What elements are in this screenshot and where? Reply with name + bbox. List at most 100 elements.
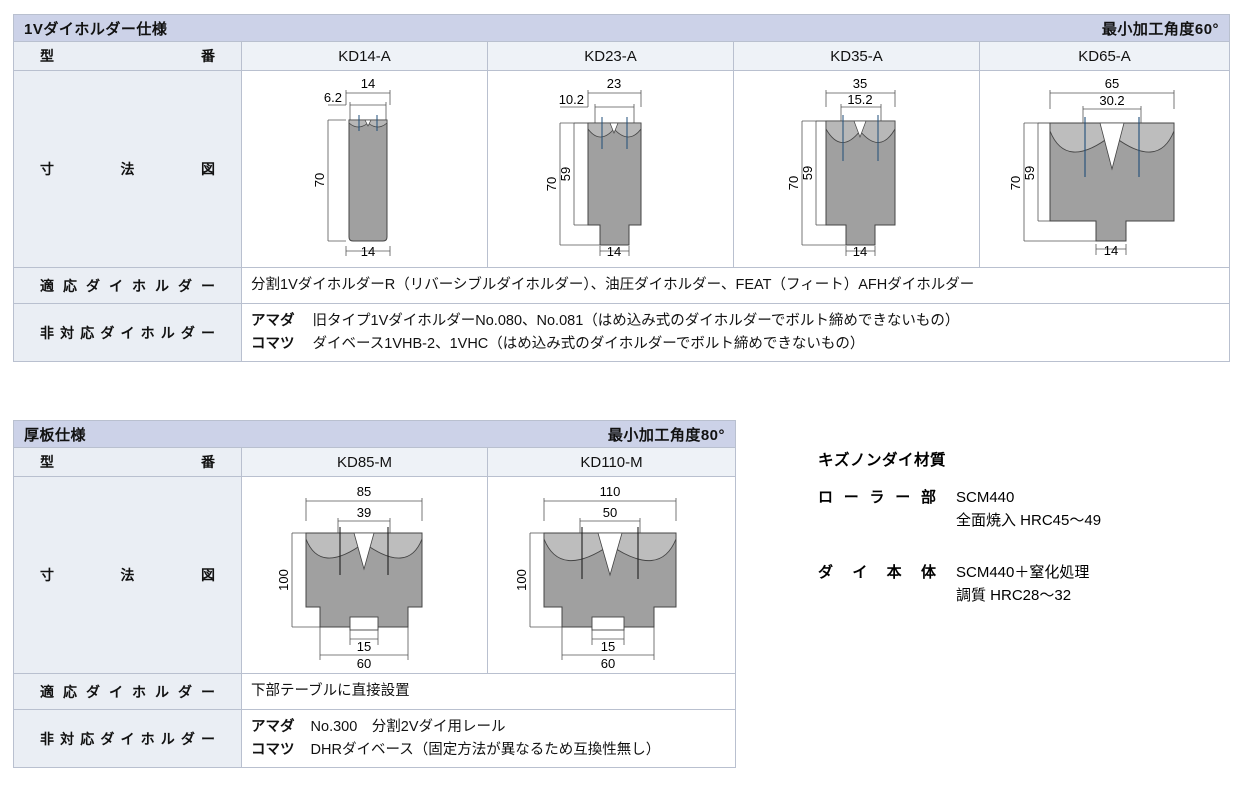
material-values: SCM440＋窒化処理 調質 HRC28〜32 — [956, 561, 1089, 608]
dim-height-kd35a: 70 — [786, 176, 801, 190]
material-value-line: SCM440 — [956, 489, 1015, 506]
row-label-model: 型番 — [13, 41, 242, 71]
table-row: 非対応ダイホルダー アマダ No.300 分割2Vダイ用レール コマツ DHRダ… — [13, 709, 736, 768]
table-row: 1Vダイホルダー仕様 最小加工角度60° — [12, 14, 1231, 42]
table2-min-angle: 最小加工角度80° — [607, 426, 725, 444]
drawing-kd14a: 14 6.2 70 14 — [241, 70, 488, 268]
drawing-kd65a: 65 30.2 70 59 14 — [978, 70, 1231, 268]
incompatible-line: アマダ 旧タイプ1VダイホルダーNo.080、No.081（はめ込み式のダイホル… — [251, 310, 1229, 332]
drawing-svg-kd35a: 35 15.2 70 59 14 — [786, 76, 895, 259]
brand-name: コマツ — [251, 741, 295, 758]
dim-groove-kd65a: 30.2 — [1099, 93, 1124, 108]
incompatible-detail: ダイベース1VHB-2、1VHC（はめ込み式のダイホルダーでボルト締めできないも… — [312, 335, 865, 352]
model-header-kd110m: KD110-M — [487, 447, 736, 477]
material-key: ダイ本体 — [818, 563, 936, 581]
table-row: 寸法図 — [13, 476, 736, 674]
dim-base-kd85m: 60 — [356, 656, 370, 671]
table-row: 厚板仕様 最小加工角度80° — [13, 420, 736, 448]
table-row: 型番 KD85-M KD110-M — [13, 447, 736, 477]
dim-height-kd14a: 70 — [312, 173, 327, 187]
brand-name: アマダ — [251, 719, 295, 736]
material-value-line: 調質 HRC28〜32 — [956, 586, 1072, 604]
dim-slot-kd85m: 15 — [356, 639, 370, 654]
compatible-holders-text-2: 下部テーブルに直接設置 — [241, 673, 736, 710]
incompatible-detail: No.300 分割2Vダイ用レール — [310, 719, 506, 736]
incompatible-detail: DHRダイベース（固定方法が異なるため互換性無し） — [310, 741, 661, 758]
compatible-holders-text-1: 分割1VダイホルダーR（リバーシブルダイホルダー）、油圧ダイホルダー、FEAT（… — [240, 267, 1231, 304]
drawing-svg-kd23a: 23 10.2 70 59 14 — [544, 76, 641, 259]
dim-body-height-kd65a: 59 — [1022, 166, 1037, 180]
table1-title-bar: 1Vダイホルダー仕様 最小加工角度60° — [12, 14, 1231, 42]
material-spec-block: キズノンダイ材質 ローラー部 SCM440 全面焼入 HRC45〜49 ダイ本体… — [818, 448, 1218, 613]
material-key: ローラー部 — [818, 489, 936, 506]
drawing-kd23a: 23 10.2 70 59 14 — [487, 70, 734, 268]
incompatible-line: コマツ DHRダイベース（固定方法が異なるため互換性無し） — [251, 739, 735, 761]
table-row: 寸法図 — [13, 70, 1231, 268]
dim-width-kd14a: 14 — [360, 76, 374, 91]
incompatible-detail: 旧タイプ1VダイホルダーNo.080、No.081（はめ込み式のダイホルダーでボ… — [312, 313, 960, 330]
material-value-line: 全面焼入 HRC45〜49 — [956, 512, 1102, 530]
table-row: 非対応ダイホルダー アマダ 旧タイプ1VダイホルダーNo.080、No.081（… — [13, 303, 1231, 362]
dim-body-height-kd35a: 59 — [800, 166, 815, 180]
table-row: 型番 KD14-A KD23-A KD35-A KD65-A — [13, 41, 1231, 71]
material-value-line: SCM440＋窒化処理 — [956, 563, 1090, 581]
material-row-die-body: ダイ本体 SCM440＋窒化処理 調質 HRC28〜32 — [818, 561, 1218, 608]
dim-base-kd14a: 14 — [360, 244, 374, 259]
row-label-drawing: 寸法図 — [13, 70, 242, 268]
dim-body-height-kd23a: 59 — [558, 167, 573, 181]
dim-groove-kd35a: 15.2 — [847, 92, 872, 107]
dim-groove-kd14a: 6.2 — [323, 90, 341, 105]
dim-height-kd65a: 70 — [1008, 176, 1023, 190]
dim-width-kd65a: 65 — [1104, 76, 1118, 91]
table2-title-bar: 厚板仕様 最小加工角度80° — [13, 420, 736, 448]
incompatible-line: アマダ No.300 分割2Vダイ用レール — [251, 716, 735, 738]
model-header-kd85m: KD85-M — [241, 447, 488, 477]
material-spacer — [818, 539, 1218, 561]
model-header-kd23a: KD23-A — [487, 41, 734, 71]
table1-min-angle: 最小加工角度60° — [1101, 20, 1220, 38]
dim-height-kd23a: 70 — [544, 177, 559, 191]
dim-base-kd65a: 14 — [1103, 243, 1117, 258]
table-row: 適応ダイホルダー 分割1VダイホルダーR（リバーシブルダイホルダー）、油圧ダイホ… — [13, 267, 1231, 304]
dim-groove-kd23a: 10.2 — [558, 92, 583, 107]
dim-groove-kd85m: 39 — [356, 505, 370, 520]
dim-width-kd110m: 110 — [599, 484, 620, 499]
drawing-svg-kd65a: 65 30.2 70 59 14 — [1008, 76, 1175, 258]
dim-base-kd35a: 14 — [852, 244, 866, 259]
incompatible-line: コマツ ダイベース1VHB-2、1VHC（はめ込み式のダイホルダーでボルト締めで… — [251, 333, 1229, 355]
material-values: SCM440 全面焼入 HRC45〜49 — [956, 486, 1101, 533]
row-label-model: 型番 — [13, 447, 242, 477]
table-1v-die-holder-spec: 1Vダイホルダー仕様 最小加工角度60° 型番 KD14-A KD23-A KD… — [12, 14, 1231, 362]
dim-base-kd110m: 60 — [600, 656, 614, 671]
brand-name: コマツ — [251, 335, 295, 352]
model-header-kd14a: KD14-A — [241, 41, 488, 71]
incompatible-holders-2: アマダ No.300 分割2Vダイ用レール コマツ DHRダイベース（固定方法が… — [241, 709, 736, 768]
material-row-roller: ローラー部 SCM440 全面焼入 HRC45〜49 — [818, 486, 1218, 533]
dim-width-kd85m: 85 — [356, 484, 370, 499]
table1-title: 1Vダイホルダー仕様 — [24, 20, 168, 38]
drawing-kd35a: 35 15.2 70 59 14 — [733, 70, 980, 268]
dim-slot-kd110m: 15 — [600, 639, 614, 654]
model-header-kd65a: KD65-A — [978, 41, 1231, 71]
dim-height-kd110m: 100 — [514, 569, 529, 591]
model-header-kd35a: KD35-A — [733, 41, 980, 71]
row-label-drawing: 寸法図 — [13, 476, 242, 674]
dim-width-kd35a: 35 — [852, 76, 866, 91]
drawing-kd85m: 85 39 100 15 60 — [241, 476, 488, 674]
row-label-compatible: 適応ダイホルダー — [13, 267, 242, 304]
incompatible-holders-1: アマダ 旧タイプ1VダイホルダーNo.080、No.081（はめ込み式のダイホル… — [240, 303, 1231, 362]
row-label-incompatible: 非対応ダイホルダー — [13, 709, 242, 768]
row-label-incompatible: 非対応ダイホルダー — [13, 303, 242, 362]
dim-base-kd23a: 14 — [606, 244, 620, 259]
material-title: キズノンダイ材質 — [818, 452, 947, 469]
dim-height-kd85m: 100 — [276, 569, 291, 591]
drawing-svg-kd14a: 14 6.2 70 14 — [312, 76, 390, 259]
row-label-compatible: 適応ダイホルダー — [13, 673, 242, 710]
dim-width-kd23a: 23 — [606, 76, 620, 91]
table-row: 適応ダイホルダー 下部テーブルに直接設置 — [13, 673, 736, 710]
brand-name: アマダ — [251, 313, 295, 330]
dim-groove-kd110m: 50 — [602, 505, 616, 520]
drawing-svg-kd110m: 110 50 100 15 60 — [514, 484, 676, 671]
table-thick-plate-spec: 厚板仕様 最小加工角度80° 型番 KD85-M KD110-M 寸法図 — [13, 420, 736, 768]
